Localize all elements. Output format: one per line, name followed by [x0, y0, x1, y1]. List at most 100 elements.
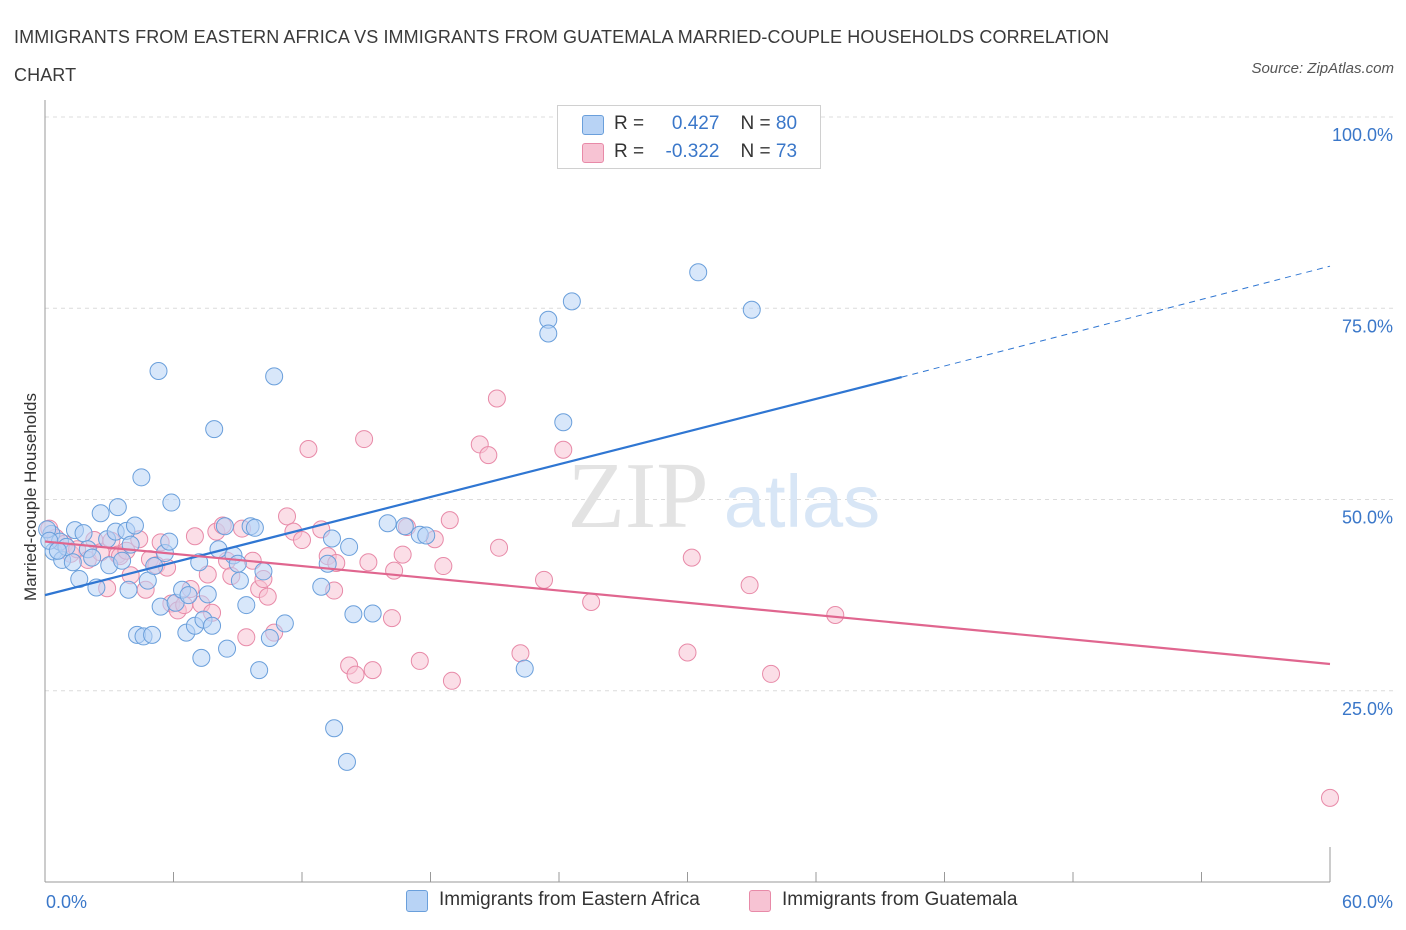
data-point-eastern-africa	[218, 639, 237, 658]
bottom-legend-label: Immigrants from Eastern Africa	[439, 889, 700, 910]
data-point-guatemala	[762, 664, 781, 683]
legend-r-value: -0.322	[665, 141, 720, 162]
data-point-guatemala	[385, 561, 404, 580]
y-tick-label: 75.0%	[1342, 316, 1393, 336]
data-point-eastern-africa	[260, 628, 279, 647]
data-point-eastern-africa	[363, 604, 382, 623]
x-tick-labels: 0.0% 60.0%	[46, 892, 1393, 912]
trend-line-eastern-africa	[44, 376, 902, 597]
bottom-legend-swatch-blue	[406, 890, 428, 912]
data-point-eastern-africa	[539, 324, 558, 343]
data-point-guatemala	[346, 665, 365, 684]
x-tick-label: 0.0%	[46, 892, 87, 912]
watermark: ZIP atlas	[568, 444, 881, 548]
data-point-eastern-africa	[742, 300, 761, 319]
data-point-guatemala	[440, 511, 459, 530]
data-point-eastern-africa	[215, 517, 234, 536]
legend-swatch-pink	[582, 143, 604, 163]
legend-n-value: 73	[775, 141, 798, 162]
bottom-legend-label: Immigrants from Guatemala	[782, 889, 1018, 910]
data-point-guatemala	[1321, 788, 1339, 807]
data-point-eastern-africa	[378, 514, 397, 533]
data-point-guatemala	[678, 643, 697, 662]
data-point-eastern-africa	[337, 752, 356, 771]
data-point-eastern-africa	[74, 524, 93, 543]
data-point-guatemala	[826, 606, 845, 625]
data-point-guatemala	[382, 609, 401, 628]
data-point-guatemala	[185, 527, 204, 546]
data-point-guatemala	[490, 538, 509, 557]
x-tick-label: 60.0%	[1342, 892, 1393, 912]
axes	[44, 100, 1331, 883]
data-point-eastern-africa	[203, 616, 222, 635]
data-point-guatemala	[355, 430, 374, 449]
chart-title: IMMIGRANTS FROM EASTERN AFRICA VS IMMIGR…	[14, 27, 1110, 85]
data-point-guatemala	[682, 548, 701, 567]
data-point-eastern-africa	[344, 605, 363, 624]
data-point-eastern-africa	[312, 577, 331, 596]
data-point-eastern-africa	[160, 532, 179, 551]
data-point-eastern-africa	[205, 420, 224, 439]
data-point-eastern-africa	[162, 493, 181, 512]
data-point-eastern-africa	[515, 659, 534, 678]
data-point-guatemala	[258, 587, 277, 606]
data-point-eastern-africa	[254, 562, 273, 581]
data-point-eastern-africa	[340, 537, 359, 556]
legend-n-label: N =	[740, 113, 771, 134]
data-point-guatemala	[359, 553, 378, 572]
data-point-eastern-africa	[119, 580, 138, 599]
data-point-guatemala	[393, 545, 412, 564]
trend-line-eastern-africa-extension	[901, 265, 1331, 378]
data-point-eastern-africa	[237, 596, 256, 615]
watermark-zip: ZIP	[568, 444, 709, 548]
data-point-guatemala	[278, 507, 297, 526]
data-point-eastern-africa	[562, 292, 581, 311]
data-point-guatemala	[740, 576, 759, 595]
correlation-legend: R = 0.427 N = 80 R = -0.322 N = 73	[557, 105, 821, 169]
data-point-eastern-africa	[83, 548, 102, 567]
data-point-eastern-africa	[325, 719, 344, 738]
legend-r-label: R =	[614, 141, 645, 162]
y-tick-label: 100.0%	[1332, 125, 1393, 145]
legend-swatch-blue	[582, 115, 604, 135]
data-point-guatemala	[434, 557, 453, 576]
data-point-eastern-africa	[250, 661, 269, 680]
data-point-eastern-africa	[70, 570, 89, 589]
data-point-guatemala	[535, 570, 554, 589]
data-point-eastern-africa	[228, 554, 247, 573]
data-point-eastern-africa	[198, 585, 217, 604]
data-point-guatemala	[582, 593, 601, 612]
data-point-guatemala	[299, 440, 318, 459]
data-point-eastern-africa	[48, 541, 67, 560]
legend-r-label: R =	[614, 113, 645, 134]
trend-line-guatemala	[44, 540, 1331, 666]
data-point-eastern-africa	[275, 614, 294, 633]
data-point-eastern-africa	[265, 367, 284, 386]
points-eastern-africa	[38, 263, 761, 771]
data-point-eastern-africa	[125, 516, 144, 535]
trend-lines	[44, 265, 1331, 666]
legend-n-value: 80	[775, 113, 798, 134]
data-point-eastern-africa	[554, 413, 573, 432]
data-point-eastern-africa	[230, 571, 249, 590]
watermark-atlas: atlas	[724, 460, 880, 543]
data-point-guatemala	[487, 389, 506, 408]
data-point-eastern-africa	[63, 553, 82, 572]
data-point-eastern-africa	[322, 529, 341, 548]
data-point-guatemala	[479, 446, 498, 465]
bottom-legend-swatch-pink	[749, 890, 771, 912]
data-point-eastern-africa	[395, 517, 414, 536]
data-point-eastern-africa	[149, 361, 168, 380]
data-point-eastern-africa	[179, 586, 198, 605]
data-point-guatemala	[198, 565, 217, 584]
legend-r-value: 0.427	[671, 113, 720, 134]
data-point-guatemala	[442, 671, 461, 690]
legend-n-label: N =	[740, 141, 771, 162]
data-point-guatemala	[237, 628, 256, 647]
data-point-eastern-africa	[689, 263, 708, 282]
data-point-eastern-africa	[192, 648, 211, 667]
data-point-eastern-africa	[91, 504, 110, 523]
data-point-eastern-africa	[108, 498, 127, 517]
data-point-eastern-africa	[245, 518, 264, 537]
